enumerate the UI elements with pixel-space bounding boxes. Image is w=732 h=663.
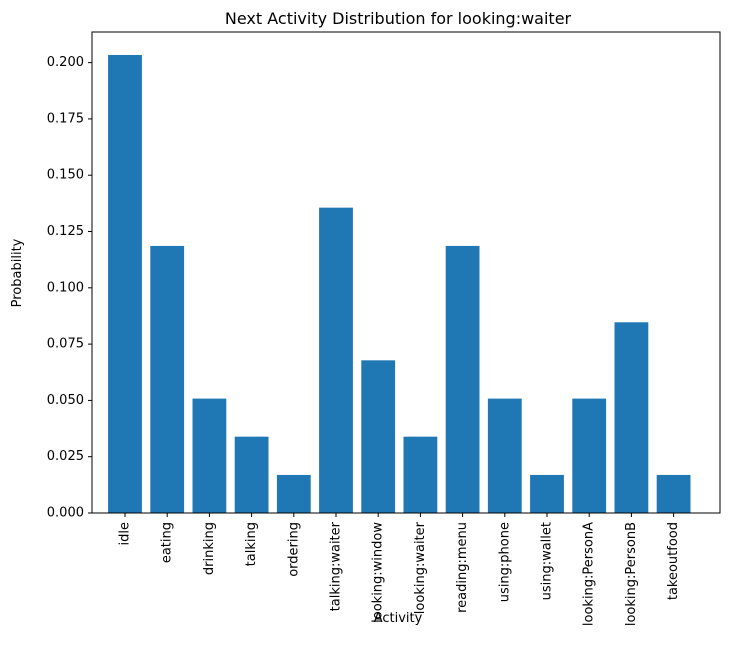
x-tick-label: takeoutfood: [666, 522, 681, 600]
y-tick-label: 0.150: [47, 168, 84, 183]
y-axis-ticks: 0.000 0.025 0.050 0.075 0.100 0.125 0.150 0.175…: [47, 55, 92, 521]
x-tick-label: looking:waiter: [413, 521, 428, 614]
bar-drinking: [192, 398, 227, 513]
bar-eating: [150, 245, 185, 513]
bar-takeoutfood: [656, 474, 691, 513]
bar-looking-waiter: [403, 436, 438, 513]
bar-looking-personb: [614, 322, 649, 513]
x-tick-label: talking:waiter: [329, 521, 344, 611]
x-axis-label: Activity: [374, 611, 423, 626]
plot-frame: [91, 31, 721, 514]
y-tick-label: 0.075: [47, 337, 84, 352]
chart-title: Next Activity Distribution for looking:w…: [225, 9, 572, 28]
y-tick-label: 0.125: [47, 224, 84, 239]
x-tick-label: reading:menu: [455, 522, 470, 613]
bar-using-phone: [487, 398, 522, 513]
x-tick-label: eating: [160, 522, 175, 563]
x-tick-label: talking: [244, 522, 259, 566]
y-tick-label: 0.000: [47, 506, 84, 521]
bar-talking-waiter: [319, 207, 353, 513]
bar-talking: [234, 436, 269, 513]
y-tick-label: 0.100: [47, 280, 84, 295]
x-tick-label: using:phone: [497, 522, 512, 602]
bar-reading-menu: [445, 245, 480, 513]
x-tick-label: idle: [118, 522, 133, 545]
y-axis-label: Probability: [10, 238, 25, 307]
bar-idle: [108, 54, 142, 513]
x-tick-label: looking:PersonA: [582, 522, 597, 626]
x-tick-label: drinking: [202, 522, 217, 575]
x-tick-label: looking:window: [371, 522, 386, 623]
bar-using-wallet: [530, 474, 564, 513]
bar-looking-persona: [572, 398, 607, 513]
y-tick-label: 0.050: [47, 393, 84, 408]
y-tick-label: 0.175: [47, 111, 84, 126]
x-tick-label: using:wallet: [540, 522, 555, 600]
bar-ordering: [276, 474, 311, 513]
y-tick-label: 0.025: [47, 449, 84, 464]
bar-looking-window: [361, 360, 396, 513]
x-tick-label: looking:PersonB: [624, 522, 639, 626]
bars-group: [108, 54, 691, 513]
y-tick-label: 0.200: [47, 55, 84, 70]
x-axis-ticks: idle eating drinking talking ordering talking…: [118, 513, 681, 626]
x-tick-label: ordering: [286, 522, 301, 577]
